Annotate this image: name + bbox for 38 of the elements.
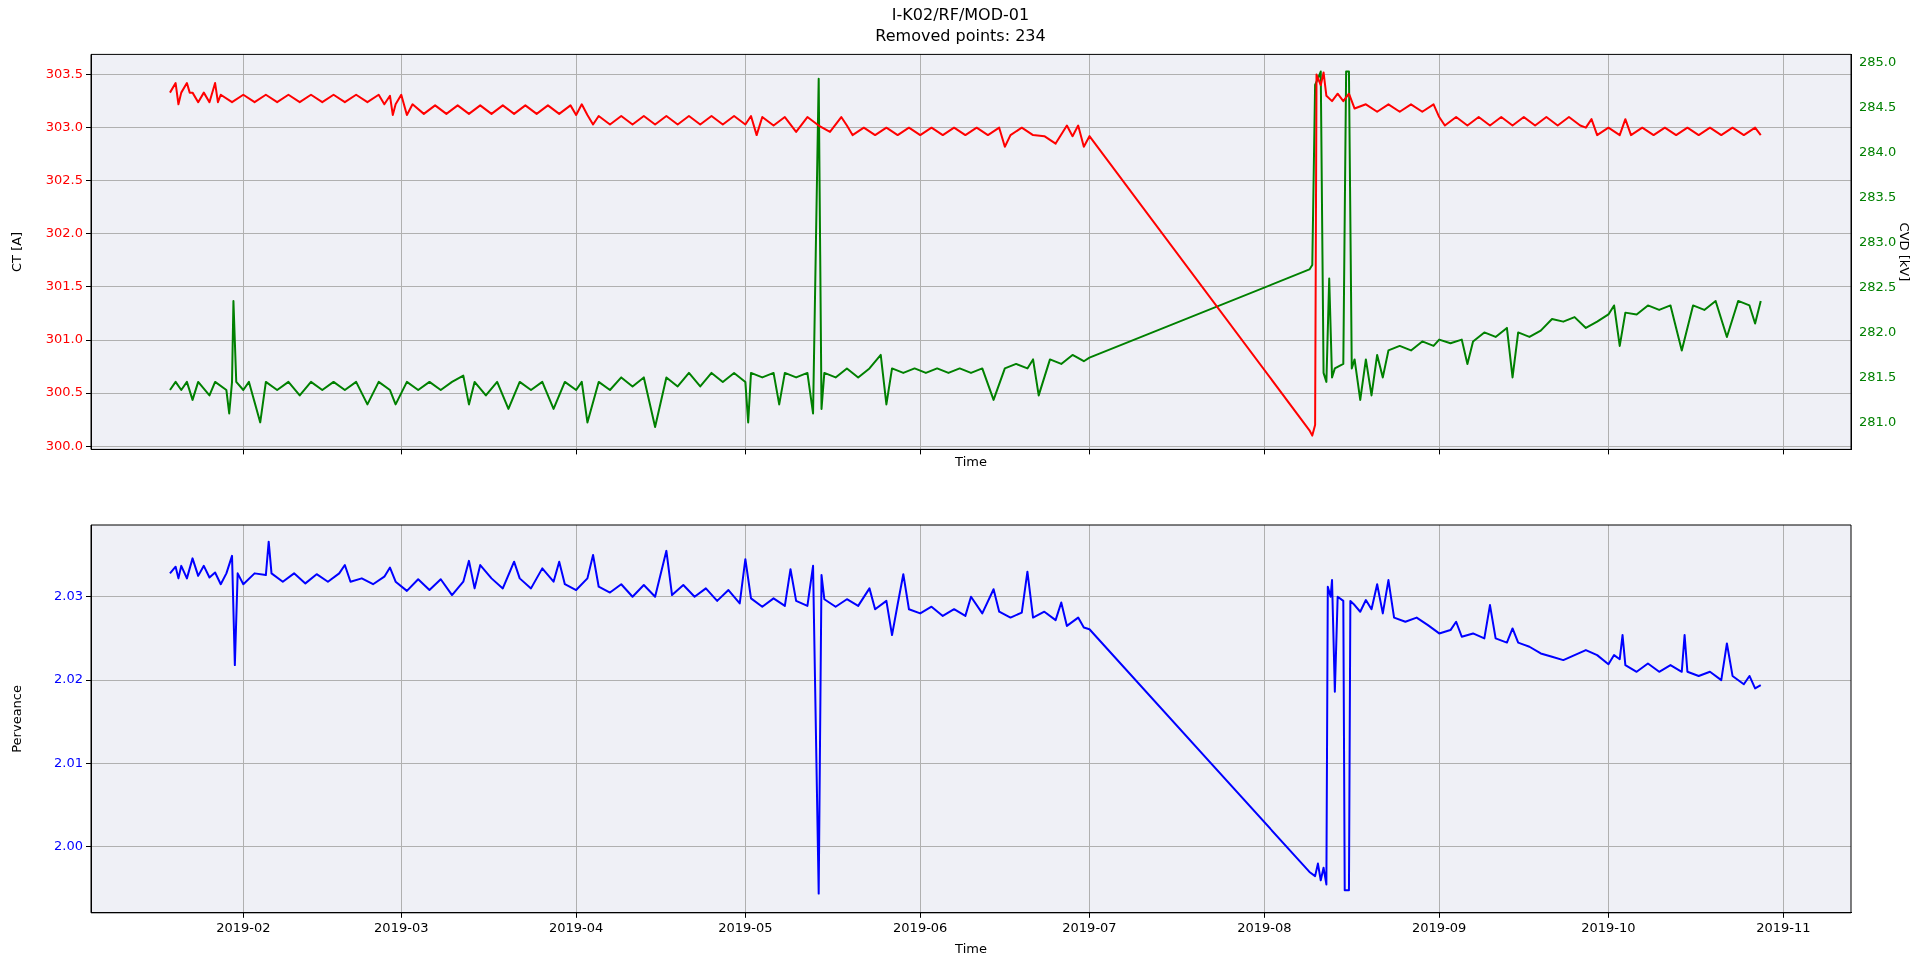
y2-tick-label: 284.0 <box>1859 143 1897 159</box>
y-tick-label: 302.0 <box>45 225 83 241</box>
y-tick-label: 300.5 <box>45 384 83 400</box>
x-tick-label: 2019-05 <box>718 919 773 935</box>
chart-title: I-K02/RF/MOD-01 <box>891 4 1030 24</box>
y2-tick-label: 283.0 <box>1859 233 1897 249</box>
x-tick-label: 2019-03 <box>374 919 429 935</box>
y2-tick-label: 281.0 <box>1859 413 1897 429</box>
x-tick-label: 2019-08 <box>1237 919 1292 935</box>
y-tick-label: 301.0 <box>45 331 83 347</box>
y2-tick-label: 283.5 <box>1859 188 1897 204</box>
x-axis-title: Time <box>954 940 987 956</box>
y2-tick-label: 282.5 <box>1859 278 1897 294</box>
y2-tick-label: 285.0 <box>1859 53 1897 69</box>
y-tick-label: 303.0 <box>45 119 83 135</box>
x-tick-label: 2019-07 <box>1062 919 1117 935</box>
y-axis-title: CT [A] <box>9 231 25 272</box>
chart-subtitle: Removed points: 234 <box>875 25 1046 45</box>
y-tick-label: 301.5 <box>45 278 83 294</box>
x-tick-label: 2019-09 <box>1412 919 1467 935</box>
y-tick-label: 2.03 <box>54 588 83 604</box>
y-tick-label: 2.00 <box>54 838 83 854</box>
x-tick-label: 2019-02 <box>216 919 271 935</box>
x-tick-label: 2019-10 <box>1581 919 1636 935</box>
y-tick-label: 303.5 <box>45 65 83 81</box>
y-tick-label: 2.01 <box>54 754 83 770</box>
y-tick-label: 300.0 <box>45 437 83 453</box>
x-tick-label: 2019-11 <box>1756 919 1811 935</box>
x-tick-label: 2019-06 <box>893 919 948 935</box>
y-axis-title: Perveance <box>9 685 25 753</box>
y-tick-label: 302.5 <box>45 172 83 188</box>
y2-tick-label: 284.5 <box>1859 98 1897 114</box>
y2-tick-label: 281.5 <box>1859 368 1897 384</box>
x-axis-title: Time <box>954 453 987 469</box>
y2-axis-title: CVD [kV] <box>1896 222 1912 282</box>
y-tick-label: 2.02 <box>54 671 83 687</box>
x-tick-label: 2019-04 <box>548 919 604 935</box>
y2-tick-label: 282.0 <box>1859 323 1897 339</box>
